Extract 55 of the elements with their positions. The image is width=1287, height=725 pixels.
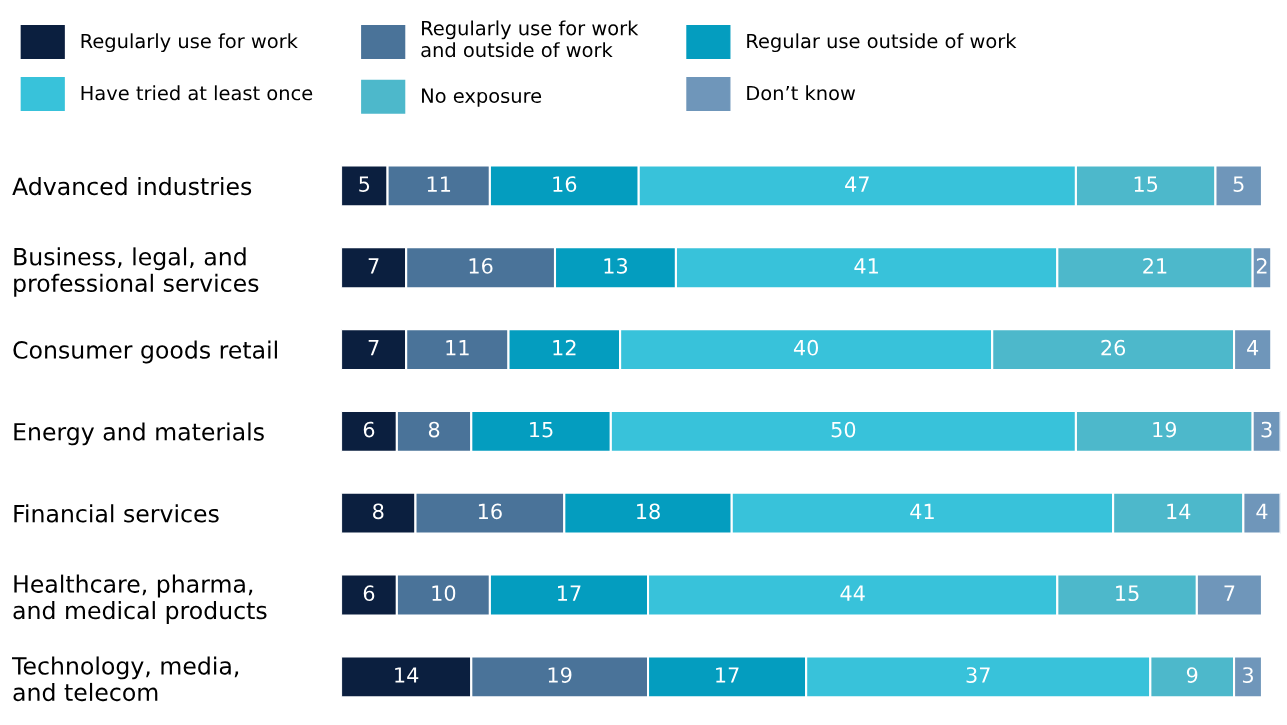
data-label: 4 xyxy=(1247,340,1259,356)
data-label: 15 xyxy=(530,421,553,438)
data-label: 21 xyxy=(1143,258,1167,274)
data-label: 17 xyxy=(557,585,581,601)
data-label: 16 xyxy=(469,258,493,274)
data-label: 8 xyxy=(373,503,384,520)
data-label: 19 xyxy=(1153,421,1177,438)
data-label: 40 xyxy=(793,339,819,356)
y-tick-label: Consumer goods retail xyxy=(13,340,277,364)
y-tick-label: Technology, media, and telecom xyxy=(11,656,239,702)
data-label: 12 xyxy=(553,339,576,356)
y-tick-label: Business, legal, and professional services xyxy=(14,247,259,297)
y-tick-label: Financial services xyxy=(14,504,219,523)
data-label: 14 xyxy=(395,667,419,683)
data-label: 3 xyxy=(1261,421,1272,438)
data-label: 11 xyxy=(427,176,451,192)
data-label: 26 xyxy=(1101,339,1126,356)
y-tick-label: Advanced industries xyxy=(12,176,252,196)
data-label: 41 xyxy=(910,503,934,519)
data-label: 16 xyxy=(553,176,577,192)
data-label: 14 xyxy=(1167,503,1191,519)
data-label: 3 xyxy=(1242,667,1253,683)
data-label: 50 xyxy=(831,421,856,438)
data-label: 11 xyxy=(446,340,469,356)
data-label: 8 xyxy=(428,421,440,438)
data-label: 7 xyxy=(368,340,379,356)
legend-label: Regularly use for work and outside of work xyxy=(421,20,639,58)
data-label: 5 xyxy=(359,176,370,192)
data-label: 2 xyxy=(1256,258,1267,274)
data-label: 19 xyxy=(548,667,572,683)
data-label: 37 xyxy=(966,667,990,683)
data-label: 41 xyxy=(854,258,878,274)
data-label: 47 xyxy=(845,176,869,192)
legend-label: Regularly use for work xyxy=(81,33,298,53)
legend-label: Have tried at least once xyxy=(81,85,313,101)
data-label: 9 xyxy=(1186,667,1198,683)
data-label: 13 xyxy=(604,258,628,274)
data-label: 10 xyxy=(432,585,456,602)
data-label: 6 xyxy=(363,421,375,438)
data-label: 44 xyxy=(840,585,865,601)
data-label: 16 xyxy=(478,503,502,520)
data-label: 17 xyxy=(716,667,739,683)
legend-label: No exposure xyxy=(422,88,542,107)
y-tick-label: Healthcare, pharma, and medical products xyxy=(13,574,267,624)
y-tick-label: Energy and materials xyxy=(14,422,264,446)
data-label: 7 xyxy=(1224,585,1235,601)
data-label: 18 xyxy=(637,503,660,520)
data-label: 7 xyxy=(368,258,379,274)
data-label: 15 xyxy=(1116,585,1139,602)
data-label: 5 xyxy=(1233,176,1244,192)
legend-label: Regular use outside of work xyxy=(747,33,1017,53)
data-label: 15 xyxy=(1134,176,1158,192)
legend-label: Don’t know xyxy=(747,85,856,101)
data-label: 6 xyxy=(363,585,375,602)
data-label: 4 xyxy=(1256,503,1268,519)
